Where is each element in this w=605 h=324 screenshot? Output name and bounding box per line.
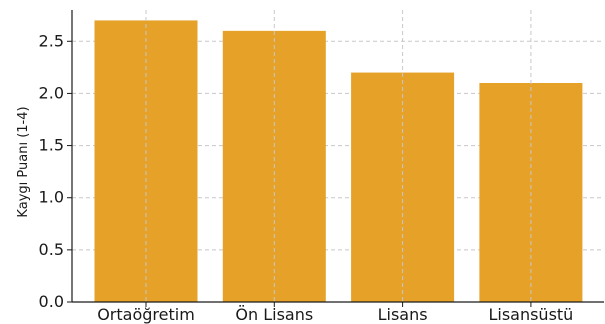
- x-tick-label: Ön Lisans: [235, 305, 313, 324]
- y-tick-label: 2.5: [39, 31, 64, 50]
- axes: [71, 10, 604, 303]
- x-tick-label: Lisansüstü: [488, 305, 573, 324]
- y-tick-label: 0.0: [39, 292, 64, 311]
- bars: [94, 20, 583, 303]
- y-tick-label: 1.5: [39, 136, 64, 155]
- x-ticks: Ortaöğretim Ön Lisans Lisans Lisansüstü: [97, 302, 573, 324]
- y-tick-label: 0.5: [39, 240, 64, 259]
- y-ticks: 0.0 0.5 1.0 1.5 2.0 2.5: [39, 31, 72, 311]
- x-tick-label: Lisans: [378, 305, 428, 324]
- x-tick-label: Ortaöğretim: [97, 305, 195, 324]
- y-axis-label: Kaygı Puanı (1-4): [16, 106, 31, 217]
- y-tick-label: 1.0: [39, 188, 64, 207]
- y-tick-label: 2.0: [39, 83, 64, 102]
